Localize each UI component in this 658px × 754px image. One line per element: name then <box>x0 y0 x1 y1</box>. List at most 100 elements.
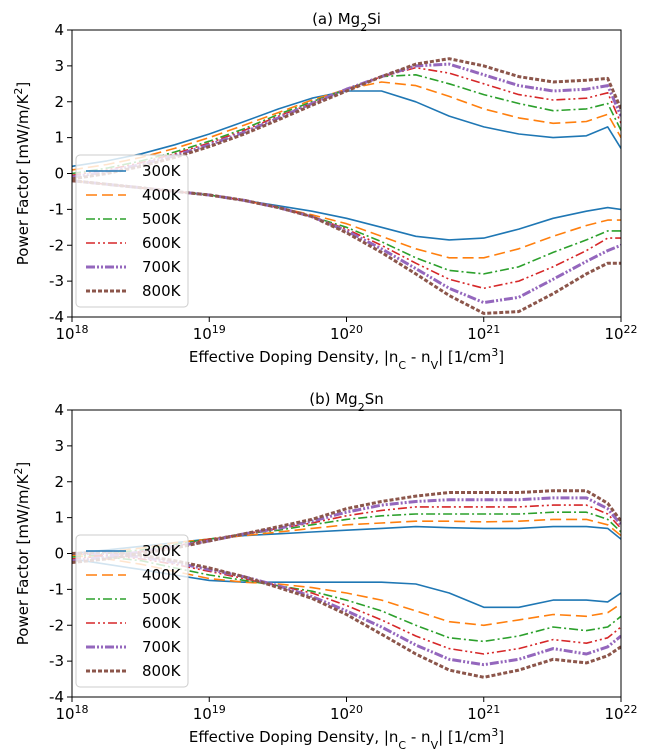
text-part: V <box>431 739 439 752</box>
x-tick-label: 1018 <box>55 703 88 724</box>
legend-label: 400K <box>142 566 182 584</box>
x-tick-label: 1018 <box>55 323 88 344</box>
legend-label: 800K <box>142 662 182 680</box>
curve <box>72 552 621 655</box>
text-part: 3 <box>491 346 498 359</box>
curve <box>72 179 621 290</box>
tick-exp: 18 <box>75 323 89 336</box>
tick-base: 10 <box>55 325 74 343</box>
text-part: ] <box>14 82 32 88</box>
tick-exp: 22 <box>624 703 638 716</box>
text-part: 2 <box>360 21 367 34</box>
tick-base: 10 <box>55 705 74 723</box>
curve <box>72 81 621 171</box>
legend-label: 500K <box>142 590 182 608</box>
y-tick-label: 2 <box>54 93 64 111</box>
text-part: ] <box>498 348 504 366</box>
tick-exp: 22 <box>624 323 638 336</box>
text-part: Effective Doping Density, |n <box>189 348 399 366</box>
y-tick-label: 1 <box>54 129 64 147</box>
x-tick-label: 1021 <box>467 703 500 724</box>
y-tick-label: -3 <box>49 272 64 290</box>
legend-label: 700K <box>142 258 182 276</box>
tick-base: 10 <box>193 705 212 723</box>
text-part: V <box>431 359 439 372</box>
y-tick-label: 3 <box>54 437 64 455</box>
tick-base: 10 <box>330 705 349 723</box>
text-part: 2 <box>12 88 25 95</box>
legend-label: 500K <box>142 210 182 228</box>
tick-exp: 18 <box>75 703 89 716</box>
y-tick-label: -3 <box>49 652 64 670</box>
y-tick-label: 0 <box>54 545 64 563</box>
tick-exp: 19 <box>212 323 226 336</box>
tick-base: 10 <box>604 705 623 723</box>
y-tick-label: -1 <box>49 580 64 598</box>
text-part: 3 <box>491 726 498 739</box>
tick-base: 10 <box>467 325 486 343</box>
legend-label: 700K <box>142 638 182 656</box>
y-tick-label: -1 <box>49 200 64 218</box>
y-tick-label: 4 <box>54 401 64 419</box>
x-tick-label: 1022 <box>604 323 637 344</box>
text-part: Power Factor [mW/m/K <box>14 93 32 265</box>
text-part: Effective Doping Density, |n <box>189 728 399 746</box>
x-tick-label: 1019 <box>193 703 226 724</box>
x-tick-label: 1022 <box>604 703 637 724</box>
y-tick-label: 2 <box>54 473 64 491</box>
x-axis-label: Effective Doping Density, |nC - nV| [1/c… <box>189 726 504 752</box>
legend-label: 300K <box>142 162 182 180</box>
y-axis-label: Power Factor [mW/m/K2] <box>12 462 33 646</box>
x-tick-label: 1020 <box>330 323 363 344</box>
text-part: | [1/cm <box>438 728 491 746</box>
tick-exp: 20 <box>349 703 363 716</box>
text-part: 2 <box>12 468 25 475</box>
tick-base: 10 <box>193 325 212 343</box>
tick-exp: 19 <box>212 703 226 716</box>
text-part: - n <box>406 348 430 366</box>
axes-frame <box>71 29 622 318</box>
x-axis-label: Effective Doping Density, |nC - nV| [1/c… <box>189 346 504 372</box>
text-part: Si <box>367 10 381 28</box>
tick-exp: 20 <box>349 323 363 336</box>
tick-exp: 21 <box>486 703 500 716</box>
y-tick-label: -4 <box>49 308 64 326</box>
y-tick-label: -4 <box>49 688 64 706</box>
text-part: - n <box>406 728 430 746</box>
text-part: Sn <box>365 390 384 408</box>
tick-base: 10 <box>467 705 486 723</box>
axes-frame <box>71 409 622 698</box>
curve <box>72 66 621 177</box>
text-part: | [1/cm <box>438 348 491 366</box>
curve <box>72 504 621 560</box>
text-part: (a) Mg <box>312 10 360 28</box>
y-axis-label: Power Factor [mW/m/K2] <box>12 82 33 266</box>
legend-label: 600K <box>142 234 182 252</box>
x-tick-label: 1021 <box>467 323 500 344</box>
legend-label: 800K <box>142 282 182 300</box>
tick-base: 10 <box>330 325 349 343</box>
tick-base: 10 <box>604 325 623 343</box>
y-tick-label: 1 <box>54 509 64 527</box>
text-part: C <box>398 739 406 752</box>
legend: 300K 400K 500K 600K 700K 800K <box>75 534 189 688</box>
panel-title: (a) Mg2Si <box>312 10 381 34</box>
y-tick-label: -2 <box>49 236 64 254</box>
legend-box <box>75 154 189 308</box>
legend-label: 400K <box>142 186 182 204</box>
y-tick-label: 0 <box>54 165 64 183</box>
x-tick-label: 1020 <box>330 703 363 724</box>
text-part: C <box>398 359 406 372</box>
text-part: (b) Mg <box>309 390 357 408</box>
panel-title: (b) Mg2Sn <box>309 390 384 414</box>
text-part: ] <box>498 728 504 746</box>
legend-label: 300K <box>142 542 182 560</box>
text-part: ] <box>14 462 32 468</box>
legend: 300K 400K 500K 600K 700K 800K <box>75 154 189 308</box>
y-tick-label: 4 <box>54 21 64 39</box>
text-part: Power Factor [mW/m/K <box>14 473 32 645</box>
text-part: 2 <box>358 401 365 414</box>
y-tick-label: -2 <box>49 616 64 634</box>
